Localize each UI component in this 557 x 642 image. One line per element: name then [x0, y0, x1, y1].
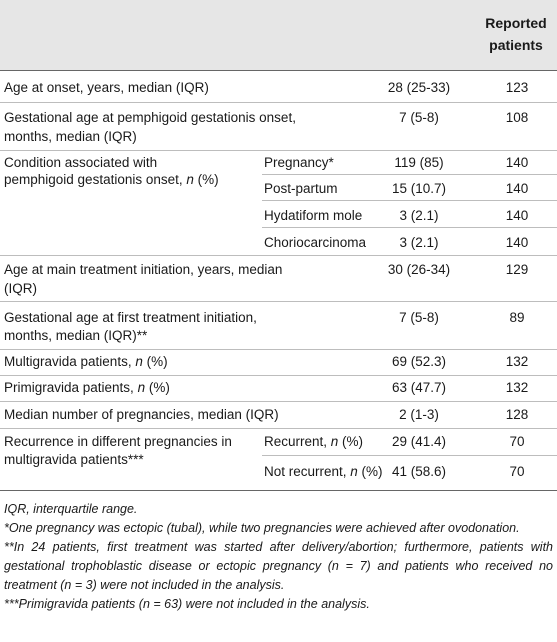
row-count: 123	[505, 80, 529, 95]
row-count: 108	[505, 110, 529, 125]
sub-divider	[262, 200, 557, 201]
row-value: 15 (10.7)	[391, 181, 447, 196]
row-divider	[0, 349, 557, 350]
table-footnotes: IQR, interquartile range. *One pregnancy…	[4, 500, 553, 614]
row-count: 129	[505, 262, 529, 277]
row-count: 132	[505, 380, 529, 395]
row-label: Condition associated with	[4, 155, 158, 170]
row-value: 69 (52.3)	[391, 354, 447, 369]
row-divider	[0, 428, 557, 429]
row-divider	[0, 401, 557, 402]
row-value: 28 (25-33)	[387, 80, 451, 95]
row-label: Multigravida patients, n (%)	[4, 352, 168, 371]
label-n: n	[186, 172, 194, 187]
sub-label: Pregnancy*	[264, 155, 334, 170]
row-count: 89	[509, 310, 525, 325]
footnote: ***Primigravida patients (n = 63) were n…	[4, 597, 370, 611]
footnote: IQR, interquartile range.	[4, 502, 138, 516]
row-value: 7 (5-8)	[399, 110, 439, 125]
row-divider	[0, 255, 557, 256]
label-pct: (%)	[145, 380, 170, 395]
label-text: Not recurrent,	[264, 464, 351, 479]
label-text: Recurrent,	[264, 434, 331, 449]
row-label-cont: months, median (IQR)**	[4, 328, 148, 343]
label-text: Primigravida patients,	[4, 380, 138, 395]
header-line-2: patients	[489, 37, 543, 53]
row-count: 140	[505, 181, 529, 196]
sub-label: Choriocarcinoma	[264, 235, 367, 250]
row-value: 2 (1-3)	[399, 407, 439, 422]
row-label: Primigravida patients, n (%)	[4, 378, 170, 397]
row-divider	[0, 102, 557, 103]
row-label-cont: (IQR)	[4, 281, 37, 296]
row-count: 140	[505, 235, 529, 250]
row-divider	[0, 375, 557, 376]
label-text: Multigravida patients,	[4, 354, 136, 369]
header-line-1: Reported	[485, 15, 547, 31]
label-pct: (%)	[142, 354, 168, 369]
row-label: Gestational age at pemphigoid gestationi…	[4, 110, 296, 125]
table-header	[0, 0, 557, 70]
sub-divider	[262, 227, 557, 228]
sub-label: Recurrent, n (%)	[264, 432, 363, 451]
label-n: n	[330, 434, 339, 449]
label-pct: (%)	[338, 434, 364, 449]
row-value: 3 (2.1)	[399, 208, 439, 223]
row-value: 3 (2.1)	[399, 235, 439, 250]
row-label-cont: pemphigoid gestationis onset, n (%)	[4, 170, 219, 189]
label-n: n	[350, 464, 358, 479]
sub-divider	[262, 174, 557, 175]
label-pct: (%)	[193, 172, 219, 187]
label-pct: (%)	[357, 464, 383, 479]
reported-patients-header: Reported patients	[481, 12, 551, 56]
row-label: Age at main treatment initiation, years,…	[4, 262, 283, 277]
row-label: Recurrence in different pregnancies in	[4, 434, 232, 449]
row-value: 7 (5-8)	[399, 310, 439, 325]
row-value: 30 (26-34)	[387, 262, 451, 277]
row-label-cont: multigravida patients***	[4, 452, 144, 467]
row-value: 29 (41.4)	[391, 434, 447, 449]
row-count: 132	[505, 354, 529, 369]
row-value: 41 (58.6)	[391, 464, 447, 479]
sub-label: Hydatiform mole	[264, 208, 363, 223]
sub-label: Not recurrent, n (%)	[264, 462, 383, 481]
row-count: 128	[505, 407, 529, 422]
footnote: *One pregnancy was ectopic (tubal), whil…	[4, 521, 520, 535]
row-label: Age at onset, years, median (IQR)	[4, 80, 209, 95]
label-n: n	[135, 354, 143, 369]
footnote: **In 24 patients, first treatment was st…	[4, 540, 553, 592]
table-bottom-rule	[0, 490, 557, 491]
row-label: Gestational age at first treatment initi…	[4, 310, 257, 325]
row-label-cont: months, median (IQR)	[4, 129, 137, 144]
row-divider	[0, 150, 557, 151]
row-count: 140	[505, 155, 529, 170]
row-label: Median number of pregnancies, median (IQ…	[4, 407, 279, 422]
row-count: 70	[509, 434, 525, 449]
header-divider	[0, 70, 557, 71]
label-text: pemphigoid gestationis onset,	[4, 172, 187, 187]
row-count: 140	[505, 208, 529, 223]
sub-divider	[262, 455, 557, 456]
row-count: 70	[509, 464, 525, 479]
row-value: 119 (85)	[394, 155, 444, 170]
row-value: 63 (47.7)	[391, 380, 447, 395]
sub-label: Post-partum	[264, 181, 338, 196]
row-divider	[0, 301, 557, 302]
label-n: n	[137, 380, 146, 395]
